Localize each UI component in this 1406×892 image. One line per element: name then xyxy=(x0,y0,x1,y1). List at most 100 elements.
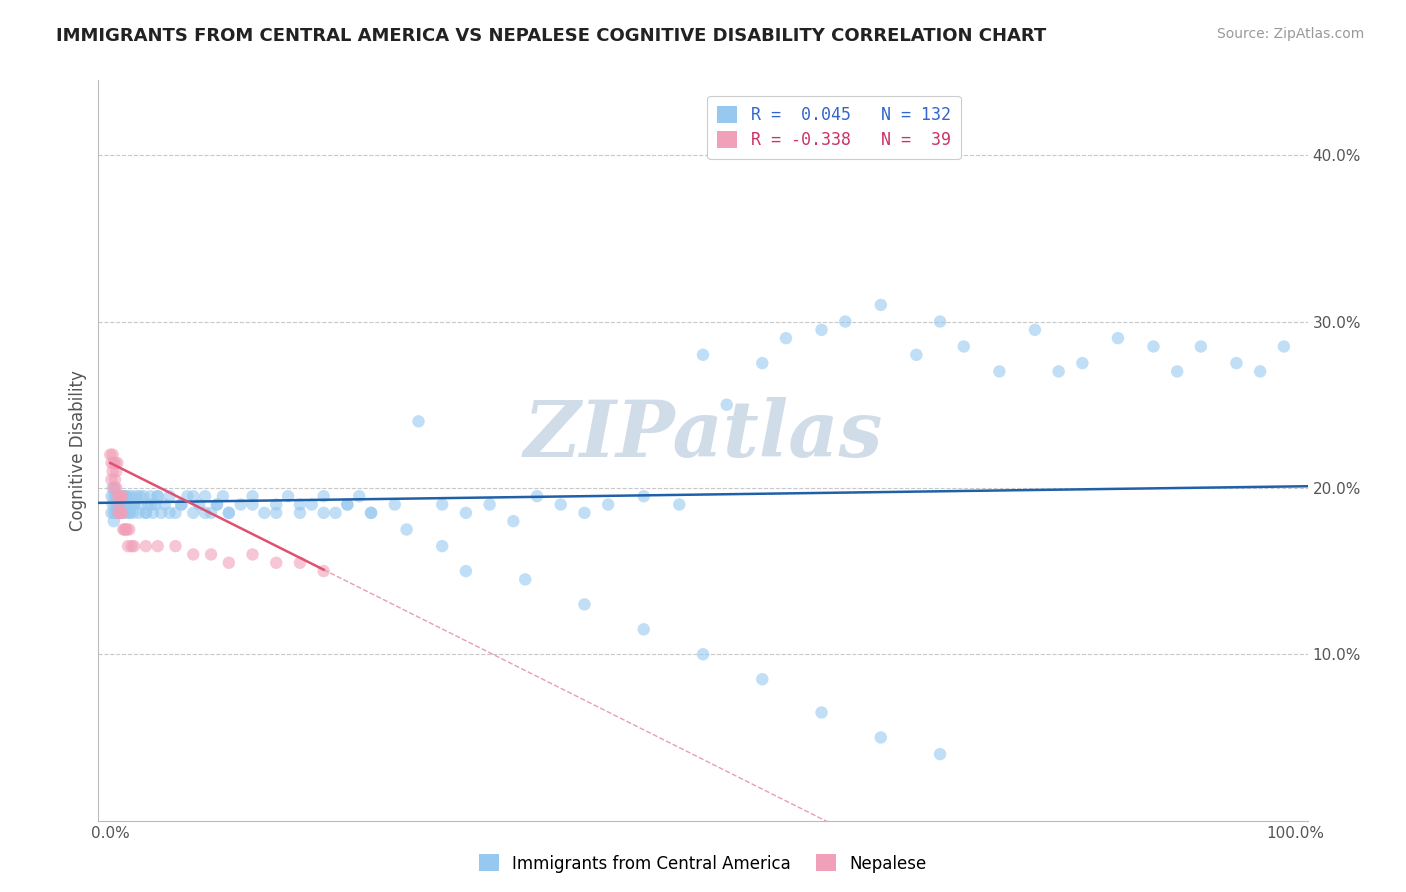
Point xyxy=(98,448,121,462)
Point xyxy=(515,573,537,587)
Point xyxy=(810,706,832,720)
Point xyxy=(153,498,176,512)
Point xyxy=(869,298,891,312)
Point xyxy=(312,489,335,503)
Point xyxy=(716,398,738,412)
Point xyxy=(135,506,157,520)
Point xyxy=(181,548,204,562)
Point xyxy=(478,498,501,512)
Point xyxy=(360,506,382,520)
Point xyxy=(121,506,143,520)
Point xyxy=(121,489,143,503)
Point xyxy=(105,489,128,503)
Point xyxy=(869,731,891,745)
Point xyxy=(277,489,299,503)
Point xyxy=(112,523,135,537)
Point xyxy=(408,414,430,428)
Point xyxy=(360,506,382,520)
Point xyxy=(101,481,124,495)
Text: ZIPatlas: ZIPatlas xyxy=(523,398,883,474)
Point xyxy=(1166,364,1188,378)
Point xyxy=(176,489,198,503)
Point xyxy=(103,514,125,528)
Point xyxy=(194,506,217,520)
Point xyxy=(988,364,1011,378)
Point xyxy=(146,539,169,553)
Point xyxy=(336,498,359,512)
Point xyxy=(103,506,125,520)
Point xyxy=(105,464,128,478)
Point xyxy=(111,498,134,512)
Point xyxy=(136,498,159,512)
Point xyxy=(194,489,217,503)
Point xyxy=(108,498,131,512)
Point xyxy=(929,747,952,761)
Point xyxy=(181,489,204,503)
Point xyxy=(118,523,141,537)
Point xyxy=(1189,339,1212,353)
Point xyxy=(103,489,125,503)
Point xyxy=(336,498,359,512)
Point xyxy=(105,506,128,520)
Point xyxy=(526,489,548,503)
Point xyxy=(104,473,127,487)
Point xyxy=(253,506,276,520)
Point xyxy=(104,456,127,470)
Point xyxy=(114,523,136,537)
Point xyxy=(301,498,323,512)
Point xyxy=(598,498,620,512)
Point xyxy=(170,498,193,512)
Point xyxy=(1142,339,1164,353)
Point xyxy=(218,506,240,520)
Point xyxy=(107,489,129,503)
Point xyxy=(110,506,132,520)
Point xyxy=(100,456,122,470)
Point xyxy=(751,672,773,686)
Point xyxy=(1024,323,1046,337)
Point xyxy=(212,489,235,503)
Point xyxy=(105,506,128,520)
Point xyxy=(146,489,169,503)
Point xyxy=(165,506,187,520)
Point xyxy=(550,498,572,512)
Point xyxy=(110,498,132,512)
Point xyxy=(834,314,856,328)
Point xyxy=(122,539,145,553)
Point xyxy=(264,556,287,570)
Point xyxy=(502,514,524,528)
Point xyxy=(288,556,311,570)
Point xyxy=(432,498,454,512)
Point xyxy=(159,506,181,520)
Point xyxy=(110,506,132,520)
Point xyxy=(104,481,127,495)
Point xyxy=(128,506,150,520)
Point xyxy=(633,623,655,637)
Point xyxy=(121,539,143,553)
Text: Source: ZipAtlas.com: Source: ZipAtlas.com xyxy=(1216,27,1364,41)
Point xyxy=(103,456,125,470)
Point xyxy=(100,489,122,503)
Point xyxy=(114,489,136,503)
Point xyxy=(114,506,136,520)
Point xyxy=(115,523,138,537)
Point xyxy=(112,498,135,512)
Point xyxy=(146,489,169,503)
Point xyxy=(100,473,122,487)
Point xyxy=(229,498,252,512)
Point xyxy=(125,489,148,503)
Point xyxy=(205,498,228,512)
Point xyxy=(122,498,145,512)
Point xyxy=(129,498,152,512)
Point xyxy=(574,598,596,612)
Y-axis label: Cognitive Disability: Cognitive Disability xyxy=(69,370,87,531)
Legend: R =  0.045   N = 132, R = -0.338   N =  39: R = 0.045 N = 132, R = -0.338 N = 39 xyxy=(707,96,960,159)
Point xyxy=(103,481,125,495)
Point xyxy=(692,348,714,362)
Point xyxy=(432,539,454,553)
Point xyxy=(150,506,173,520)
Legend: Immigrants from Central America, Nepalese: Immigrants from Central America, Nepales… xyxy=(472,847,934,880)
Point xyxy=(242,498,264,512)
Point xyxy=(129,489,152,503)
Point xyxy=(107,506,129,520)
Point xyxy=(1272,339,1295,353)
